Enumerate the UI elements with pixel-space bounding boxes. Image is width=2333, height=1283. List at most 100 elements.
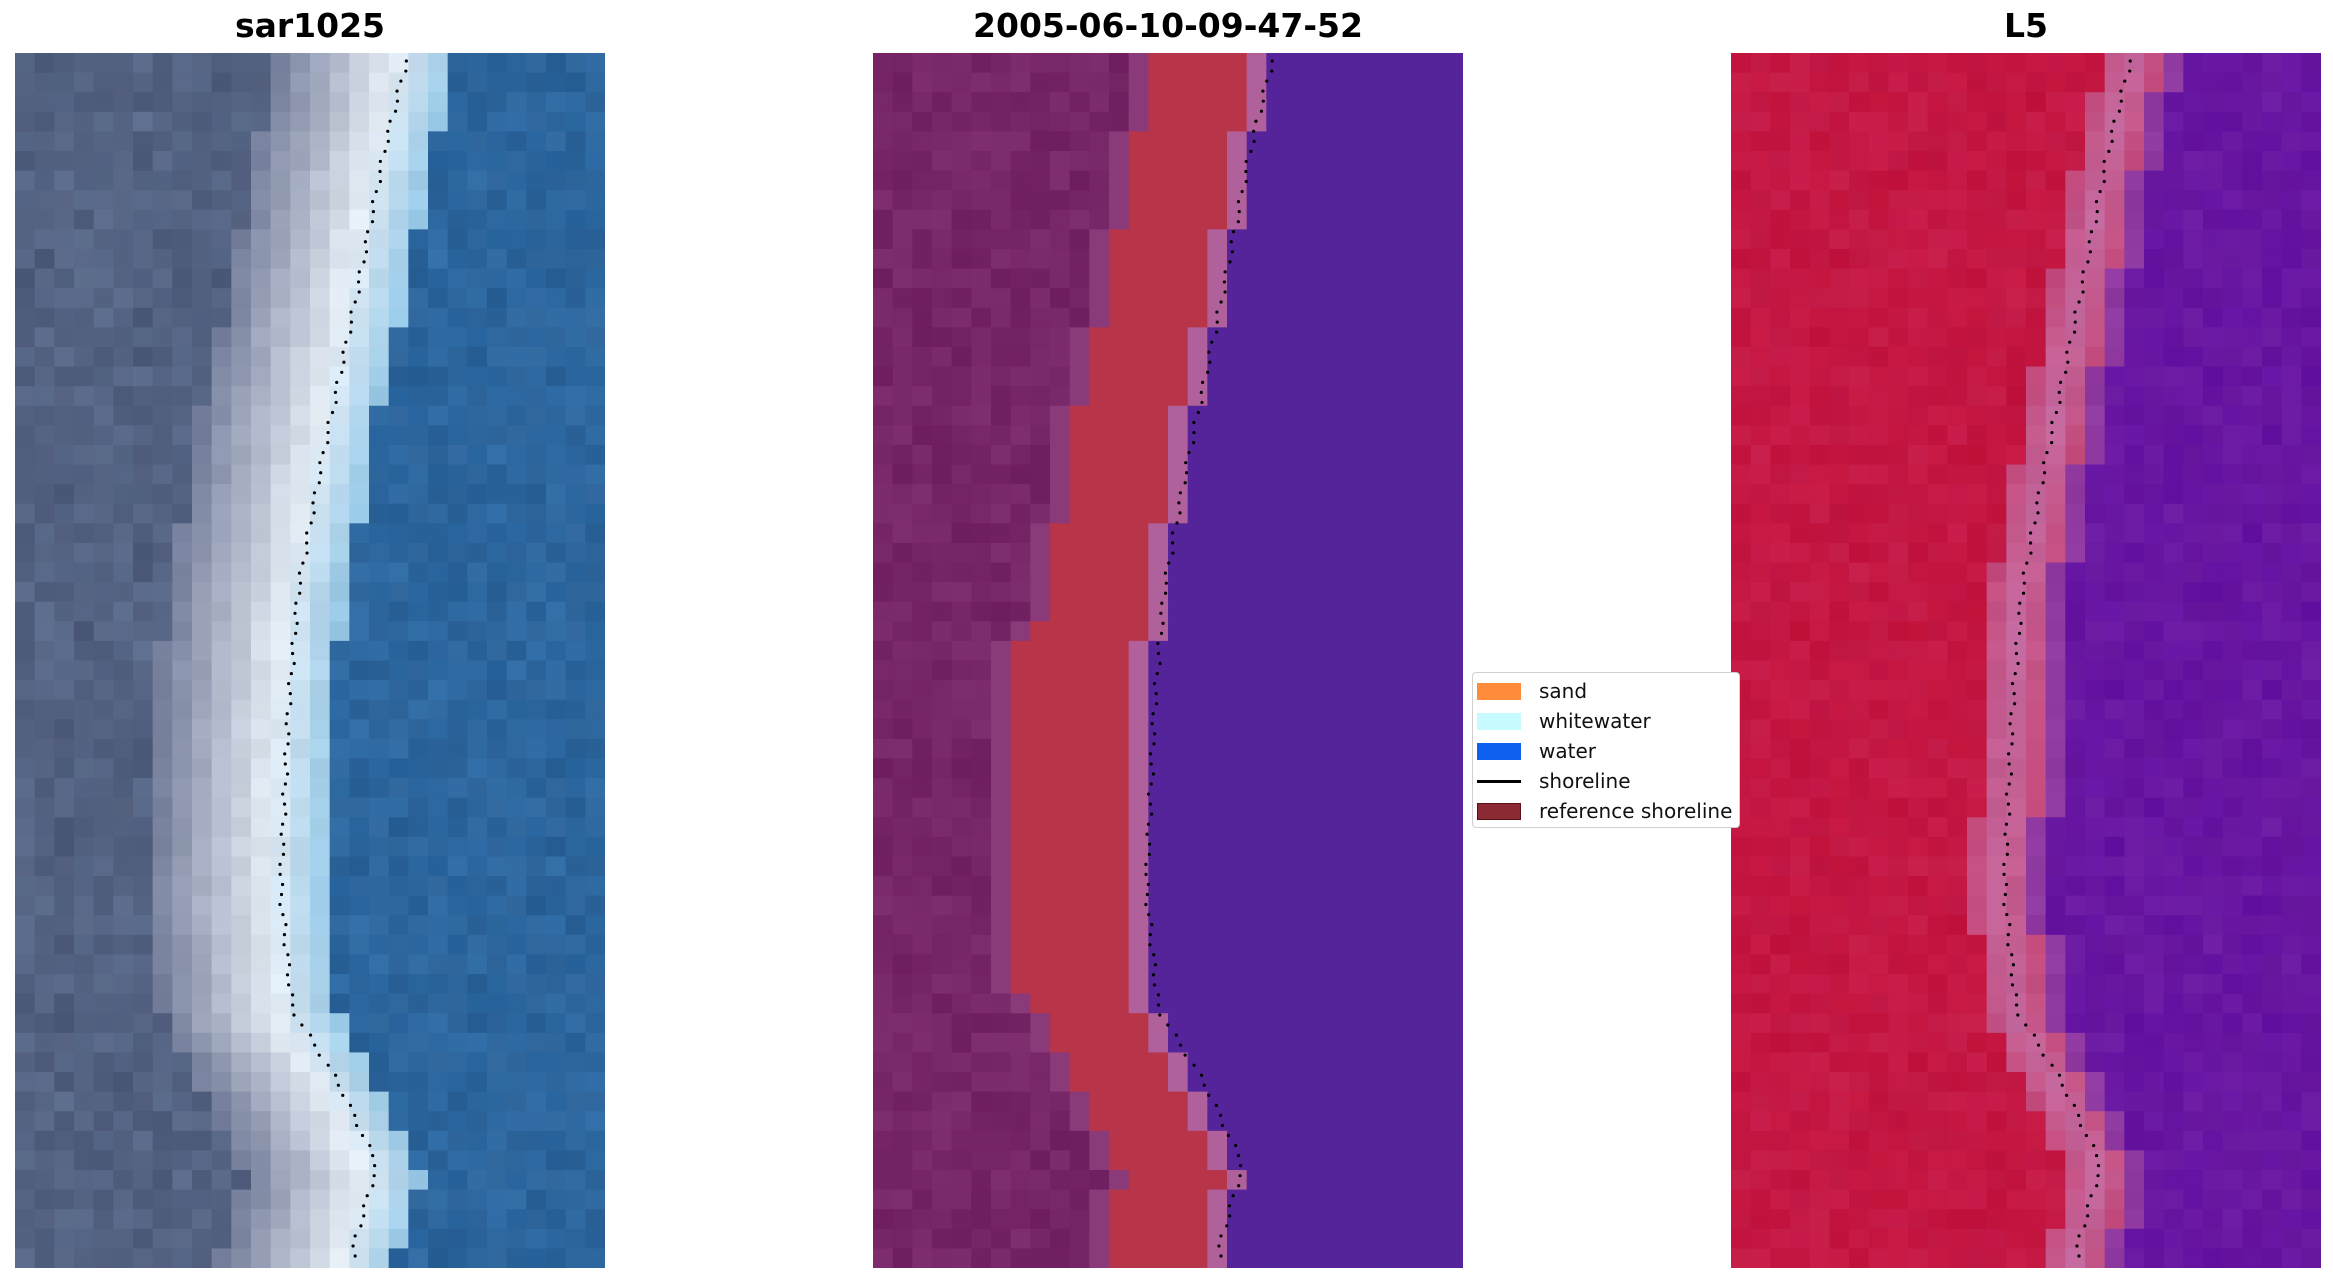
class-pixel	[1010, 778, 1031, 799]
index-pixel	[1750, 405, 1771, 426]
rgb-pixel	[74, 53, 95, 74]
class-pixel	[1246, 327, 1267, 348]
class-pixel	[873, 1150, 894, 1171]
shoreline-point	[1170, 541, 1175, 545]
class-pixel	[1364, 1170, 1385, 1191]
class-pixel	[1168, 53, 1189, 74]
class-pixel	[1423, 1150, 1444, 1171]
rgb-pixel	[329, 53, 350, 74]
index-pixel	[1908, 53, 1929, 74]
class-pixel	[971, 542, 992, 564]
rgb-pixel	[369, 268, 390, 289]
rgb-pixel	[428, 92, 449, 113]
rgb-pixel	[329, 346, 350, 368]
index-pixel	[1967, 307, 1988, 328]
class-pixel	[971, 405, 992, 426]
rgb-pixel	[15, 1032, 36, 1054]
class-pixel	[1089, 1130, 1110, 1152]
index-pixel	[2026, 601, 2047, 622]
index-pixel	[2262, 542, 2283, 564]
class-pixel	[1089, 425, 1110, 446]
rgb-pixel	[408, 680, 429, 701]
class-pixel	[1345, 895, 1366, 916]
class-pixel	[1305, 778, 1326, 799]
rgb-pixel	[546, 327, 567, 348]
class-pixel	[1404, 699, 1425, 720]
index-pixel	[2065, 190, 2086, 211]
rgb-pixel	[211, 170, 232, 191]
index-pixel	[2045, 366, 2066, 387]
rgb-pixel	[565, 621, 586, 642]
rgb-pixel	[93, 934, 114, 956]
class-pixel	[1325, 1189, 1346, 1210]
index-pixel	[2242, 425, 2263, 446]
class-pixel	[1227, 954, 1248, 975]
rgb-pixel	[172, 582, 193, 603]
rgb-pixel	[526, 974, 547, 995]
rgb-pixel	[506, 1052, 527, 1073]
rgb-pixel	[133, 719, 154, 740]
index-pixel	[2065, 582, 2086, 603]
index-pixel	[2183, 150, 2204, 172]
rgb-pixel	[467, 1130, 488, 1152]
class-pixel	[912, 1072, 933, 1093]
class-pixel	[991, 209, 1012, 230]
class-pixel	[1404, 131, 1425, 152]
index-pixel	[1947, 680, 1968, 701]
class-pixel	[1404, 621, 1425, 642]
rgb-pixel	[54, 1248, 75, 1268]
rgb-pixel	[290, 150, 311, 172]
rgb-pixel	[329, 268, 350, 289]
class-pixel	[1109, 366, 1130, 387]
shoreline-point	[1196, 410, 1200, 415]
rgb-pixel	[133, 288, 154, 309]
class-pixel	[1148, 562, 1169, 583]
shoreline-point	[1270, 69, 1274, 73]
index-pixel	[2242, 327, 2263, 348]
class-pixel	[951, 1189, 972, 1210]
rgb-pixel	[192, 640, 213, 662]
index-pixel	[1829, 601, 1850, 622]
rgb-pixel	[487, 346, 508, 368]
index-pixel	[2006, 268, 2027, 289]
rgb-pixel	[408, 53, 429, 74]
rgb-pixel	[428, 582, 449, 603]
index-pixel	[1731, 346, 1752, 368]
rgb-pixel	[349, 1228, 370, 1250]
index-pixel	[1967, 53, 1988, 74]
rgb-pixel	[349, 778, 370, 799]
class-pixel	[1266, 1032, 1287, 1054]
rgb-pixel	[113, 640, 134, 662]
index-pixel	[1849, 268, 1870, 289]
class-pixel	[1345, 797, 1366, 818]
rgb-pixel	[546, 719, 567, 740]
rgb-pixel	[467, 738, 488, 760]
rgb-pixel	[172, 425, 193, 446]
class-pixel	[1128, 229, 1149, 250]
class-pixel	[991, 92, 1012, 113]
rgb-pixel	[329, 542, 350, 564]
rgb-pixel	[15, 503, 36, 524]
rgb-pixel	[329, 719, 350, 740]
class-pixel	[991, 562, 1012, 583]
rgb-pixel	[172, 484, 193, 505]
shoreline-point	[366, 230, 370, 234]
rgb-pixel	[585, 327, 605, 348]
class-pixel	[991, 895, 1012, 916]
index-pixel	[2045, 405, 2066, 426]
shoreline-point	[1155, 702, 1159, 706]
rgb-pixel	[54, 817, 75, 838]
class-pixel	[991, 1091, 1012, 1112]
index-pixel	[2222, 327, 2243, 348]
rgb-pixel	[329, 131, 350, 152]
index-pixel	[2045, 346, 2066, 368]
class-pixel	[1325, 425, 1346, 446]
class-pixel	[1384, 738, 1405, 760]
class-pixel	[892, 503, 913, 524]
index-pixel	[1790, 53, 1811, 74]
rgb-pixel	[506, 1150, 527, 1171]
index-pixel	[2144, 53, 2165, 74]
rgb-pixel	[408, 934, 429, 956]
class-pixel	[1286, 1189, 1307, 1210]
class-pixel	[1207, 719, 1228, 740]
